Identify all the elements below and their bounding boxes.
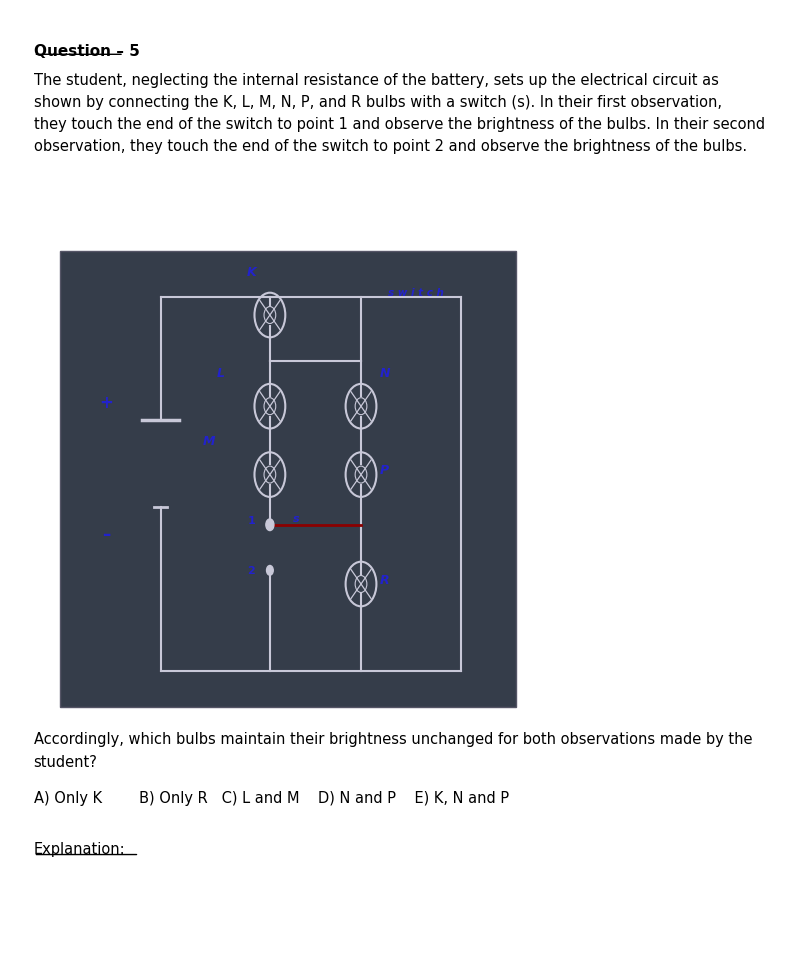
Text: The student, neglecting the internal resistance of the battery, sets up the elec: The student, neglecting the internal res… [34, 73, 764, 154]
Text: –: – [102, 525, 110, 544]
Text: Accordingly, which bulbs maintain their brightness unchanged for both observatio: Accordingly, which bulbs maintain their … [34, 732, 752, 768]
Bar [61, 252, 516, 707]
Text: Explanation:: Explanation: [34, 841, 125, 856]
Text: A) Only K        B) Only R   C) L and M    D) N and P    E) K, N and P: A) Only K B) Only R C) L and M D) N and … [34, 790, 508, 804]
Text: +: + [99, 393, 113, 411]
Circle shape [266, 519, 274, 531]
Text: M: M [203, 435, 215, 448]
Text: Question – 5: Question – 5 [34, 44, 140, 58]
Circle shape [266, 566, 274, 576]
Text: R: R [380, 573, 390, 586]
Text: 2: 2 [248, 566, 255, 576]
Text: P: P [380, 464, 389, 477]
Text: s: s [293, 514, 299, 523]
Text: N: N [380, 366, 391, 380]
Text: s w i t c h: s w i t c h [388, 288, 444, 297]
Text: L: L [216, 366, 224, 380]
Text: K: K [246, 266, 256, 279]
Text: 1: 1 [248, 516, 255, 525]
